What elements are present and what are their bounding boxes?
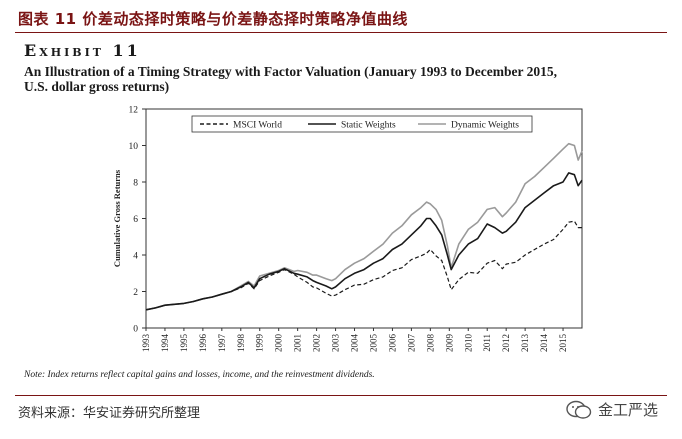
figure-title: 图表 11 价差动态择时策略与价差静态择时策略净值曲线: [18, 10, 408, 28]
plot-frame: [145, 108, 583, 329]
x-tick-label: 1999: [255, 334, 265, 353]
y-tick-label: 12: [129, 106, 139, 116]
x-tick-label: 2002: [312, 334, 322, 352]
y-tick-label: 4: [133, 252, 138, 262]
x-tick-label: 2000: [274, 334, 284, 353]
footer-divider: [15, 395, 667, 396]
series-line-msci-world: [145, 220, 582, 311]
x-tick-label: 1995: [179, 334, 189, 353]
legend-label: MSCI World: [233, 121, 282, 131]
y-tick-label: 10: [129, 142, 139, 152]
y-tick-label: 8: [133, 179, 138, 189]
x-tick-label: 2006: [387, 334, 397, 353]
x-tick-label: 2011: [482, 334, 492, 352]
x-tick-label: 2001: [293, 334, 303, 352]
y-tick-label: 0: [133, 325, 138, 335]
x-tick-label: 1994: [160, 334, 170, 353]
x-tick-label: 2015: [558, 334, 568, 353]
y-tick-label: 6: [133, 215, 138, 225]
x-tick-label: 2007: [406, 334, 416, 353]
x-tick-label: 2004: [350, 334, 360, 353]
series-line-static-weights: [145, 172, 583, 311]
chart-subtitle: An Illustration of a Timing Strategy wit…: [24, 64, 644, 94]
wechat-icon: [566, 400, 592, 419]
x-tick-label: 2003: [331, 334, 341, 353]
brand-mark: 金工严选: [566, 399, 658, 420]
x-tick-label: 2008: [425, 334, 435, 353]
x-tick-label: 1993: [141, 334, 151, 353]
header-divider: [15, 32, 667, 33]
brand-name: 金工严选: [597, 401, 658, 419]
chart-note: Note: Index returns reflect capital gain…: [24, 370, 375, 380]
x-tick-label: 2005: [368, 334, 378, 353]
x-tick-label: 2010: [463, 334, 473, 353]
series-line-dynamic-weights: [145, 142, 583, 311]
subtitle-line-1: An Illustration of a Timing Strategy wit…: [24, 64, 557, 79]
y-axis-label: Cumulative Gross Returns: [112, 169, 122, 267]
x-tick-label: 2009: [444, 334, 454, 353]
legend-label: Dynamic Weights: [451, 121, 519, 131]
y-tick-label: 2: [133, 288, 138, 298]
x-tick-label: 2012: [501, 334, 511, 352]
legend-label: Static Weights: [341, 121, 396, 131]
subtitle-line-2: U.S. dollar gross returns): [24, 79, 170, 94]
exhibit-label: Exhibit 11: [24, 41, 141, 60]
x-tick-label: 2014: [539, 334, 549, 353]
x-tick-label: 2013: [520, 334, 530, 353]
x-tick-label: 1997: [217, 334, 227, 353]
data-source: 资料来源：华安证券研究所整理: [18, 406, 201, 421]
x-tick-label: 1998: [236, 334, 246, 353]
x-tick-label: 1996: [198, 334, 208, 353]
legend-box: [191, 115, 533, 133]
